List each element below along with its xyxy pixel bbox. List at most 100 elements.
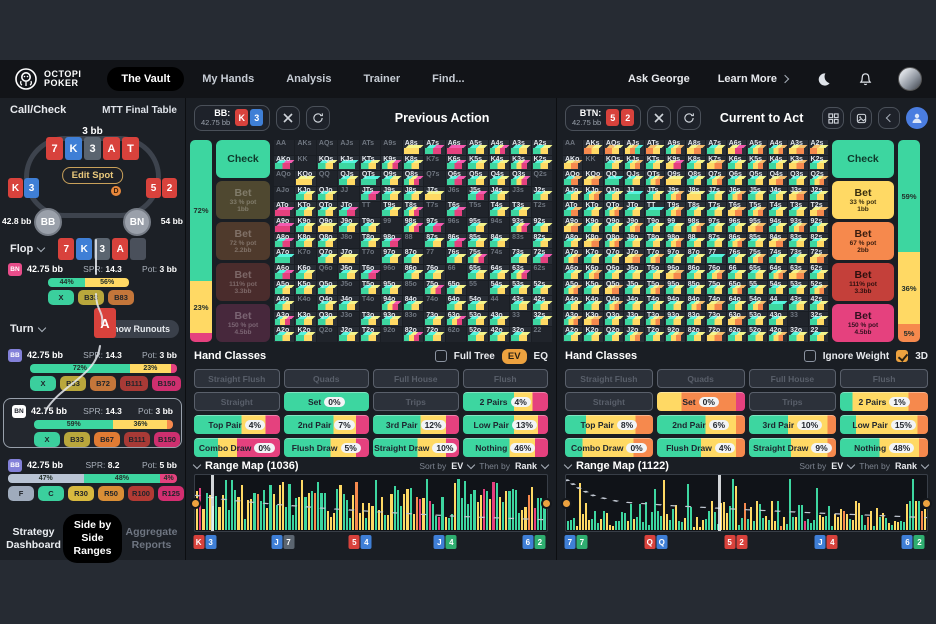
hand-33[interactable]: 33 bbox=[788, 311, 808, 327]
hand-66[interactable]: 66 bbox=[726, 264, 747, 280]
hand-95o[interactable]: 95o bbox=[665, 280, 686, 296]
dark-mode-toggle[interactable] bbox=[812, 68, 834, 90]
hand-92o[interactable]: 92o bbox=[665, 327, 686, 342]
hand-82o[interactable]: 82o bbox=[402, 327, 424, 342]
hand-96s[interactable]: 96s bbox=[445, 218, 467, 233]
action-bet150pot[interactable]: Bet 150 % pot 4.5bb bbox=[216, 304, 270, 342]
hand-86s[interactable]: 86s bbox=[445, 233, 467, 249]
class-2nd-pair[interactable]: 2nd Pair 7% bbox=[283, 415, 369, 434]
hand-QQ[interactable]: QQ bbox=[603, 171, 624, 186]
hand-65o[interactable]: 65o bbox=[726, 280, 747, 296]
action-bet111pot[interactable]: Bet 111% pot 3.3bb bbox=[832, 263, 894, 301]
hand-54o[interactable]: 54o bbox=[467, 296, 489, 311]
hand-T3o[interactable]: T3o bbox=[644, 311, 665, 327]
turn-section-toggle[interactable]: Turn bbox=[10, 323, 46, 335]
hand-J8s[interactable]: J8s bbox=[685, 186, 706, 202]
hand-J6o[interactable]: J6o bbox=[338, 264, 360, 280]
hand-QTs[interactable]: QTs bbox=[359, 171, 381, 186]
action-bet33pot[interactable]: Bet 33 % pot 1bb bbox=[216, 181, 270, 219]
action-bet111pot[interactable]: Bet 111% pot 3.3bb bbox=[216, 263, 270, 301]
hand-32s[interactable]: 32s bbox=[531, 311, 553, 327]
hand-A2s[interactable]: A2s bbox=[808, 140, 829, 155]
action-button-x[interactable]: X bbox=[34, 432, 60, 447]
hand-A2o[interactable]: A2o bbox=[563, 327, 583, 342]
action-button-b67[interactable]: B67 bbox=[94, 432, 120, 447]
hand-KK[interactable]: KK bbox=[583, 155, 603, 171]
hand-76s[interactable]: 76s bbox=[445, 249, 467, 264]
class-flush-draw[interactable]: Flush Draw 4% bbox=[656, 438, 745, 457]
octopi-logo[interactable]: OCTOPI POKER bbox=[14, 67, 81, 91]
hand-Q6s[interactable]: Q6s bbox=[445, 171, 467, 186]
hand-54s[interactable]: 54s bbox=[488, 280, 510, 296]
nav-item-find-[interactable]: Find... bbox=[432, 73, 465, 85]
hand-42o[interactable]: 42o bbox=[488, 327, 510, 342]
hand-J2s[interactable]: J2s bbox=[808, 186, 829, 202]
action-button-b83[interactable]: B83 bbox=[108, 290, 134, 305]
hand-J2o[interactable]: J2o bbox=[338, 327, 360, 342]
hand-J9s[interactable]: J9s bbox=[381, 186, 403, 202]
hand-T5o[interactable]: T5o bbox=[644, 280, 665, 296]
hand-T9s[interactable]: T9s bbox=[665, 202, 686, 218]
class-flush-draw[interactable]: Flush Draw 5% bbox=[283, 438, 369, 457]
hand-T6o[interactable]: T6o bbox=[644, 264, 665, 280]
hand-53o[interactable]: 53o bbox=[467, 311, 489, 327]
hand-J9o[interactable]: J9o bbox=[624, 218, 645, 233]
hand-K2o[interactable]: K2o bbox=[583, 327, 604, 342]
hand-A5s[interactable]: A5s bbox=[467, 140, 489, 155]
hand-43s[interactable]: 43s bbox=[510, 296, 532, 311]
hand-KQo[interactable]: KQo bbox=[583, 171, 604, 186]
action-check[interactable]: Check bbox=[832, 140, 894, 178]
hand-KK[interactable]: KK bbox=[295, 155, 316, 171]
hand-AJs[interactable]: AJs bbox=[624, 140, 645, 155]
eq-toggle[interactable]: EQ bbox=[533, 350, 548, 362]
hand-J9s[interactable]: J9s bbox=[665, 186, 686, 202]
class-2nd-pair[interactable]: 2nd Pair 6% bbox=[656, 415, 745, 434]
action-button-r125[interactable]: R125 bbox=[158, 486, 184, 501]
hand-Q3o[interactable]: Q3o bbox=[316, 311, 338, 327]
hand-T3o[interactable]: T3o bbox=[359, 311, 381, 327]
hand-J6s[interactable]: J6s bbox=[445, 186, 467, 202]
hand-75s[interactable]: 75s bbox=[747, 249, 768, 264]
hand-ATo[interactable]: ATo bbox=[563, 202, 583, 218]
hand-88[interactable]: 88 bbox=[685, 233, 706, 249]
hand-A9o[interactable]: A9o bbox=[563, 218, 583, 233]
hand-98o[interactable]: 98o bbox=[381, 233, 403, 249]
range-handle-right[interactable] bbox=[541, 498, 552, 509]
hand-A8s[interactable]: A8s bbox=[402, 140, 424, 155]
action-button-r50[interactable]: R50 bbox=[98, 486, 124, 501]
hand-Q9o[interactable]: Q9o bbox=[316, 218, 338, 233]
hand-Q2s[interactable]: Q2s bbox=[531, 171, 552, 186]
three-d-checkbox[interactable] bbox=[896, 350, 909, 362]
action-bet150pot[interactable]: Bet 150 % pot 4.5bb bbox=[832, 304, 894, 342]
hand-72s[interactable]: 72s bbox=[531, 249, 553, 264]
hand-33[interactable]: 33 bbox=[510, 311, 531, 327]
class-low-pair[interactable]: Low Pair 15% bbox=[840, 415, 928, 434]
hand-73s[interactable]: 73s bbox=[510, 249, 532, 264]
hand-A8s[interactable]: A8s bbox=[685, 140, 706, 155]
hand-QJs[interactable]: QJs bbox=[338, 171, 360, 186]
hand-K9s[interactable]: K9s bbox=[665, 155, 686, 171]
class-straight-draw[interactable]: Straight Draw 10% bbox=[373, 438, 459, 457]
hand-J8s[interactable]: J8s bbox=[402, 186, 424, 202]
hand-T5s[interactable]: T5s bbox=[467, 202, 488, 218]
hand-93s[interactable]: 93s bbox=[510, 218, 532, 233]
hand-76o[interactable]: 76o bbox=[424, 264, 446, 280]
hand-Q3s[interactable]: Q3s bbox=[788, 171, 809, 186]
action-button-b111[interactable]: B111 bbox=[124, 432, 150, 447]
action-button-b72[interactable]: B72 bbox=[90, 376, 116, 391]
hand-22[interactable]: 22 bbox=[808, 327, 829, 342]
action-button-b150[interactable]: B150 bbox=[152, 376, 181, 391]
class-full-house[interactable]: Full House bbox=[748, 369, 837, 388]
hand-AKs[interactable]: AKs bbox=[583, 140, 604, 155]
hand-AQo[interactable]: AQo bbox=[563, 171, 583, 186]
hand-94s[interactable]: 94s bbox=[767, 218, 788, 233]
action-bet67pot[interactable]: Bet 67 % pot 2bb bbox=[832, 222, 894, 260]
hand-QTo[interactable]: QTo bbox=[316, 202, 338, 218]
hand-93o[interactable]: 93o bbox=[381, 311, 403, 327]
hand-A4o[interactable]: A4o bbox=[274, 296, 295, 311]
hand-Q5o[interactable]: Q5o bbox=[316, 280, 338, 296]
hand-QQ[interactable]: QQ bbox=[316, 171, 338, 186]
class-top-pair[interactable]: Top Pair 8% bbox=[565, 415, 653, 434]
hand-AQs[interactable]: AQs bbox=[316, 140, 338, 155]
hand-96o[interactable]: 96o bbox=[381, 264, 402, 280]
